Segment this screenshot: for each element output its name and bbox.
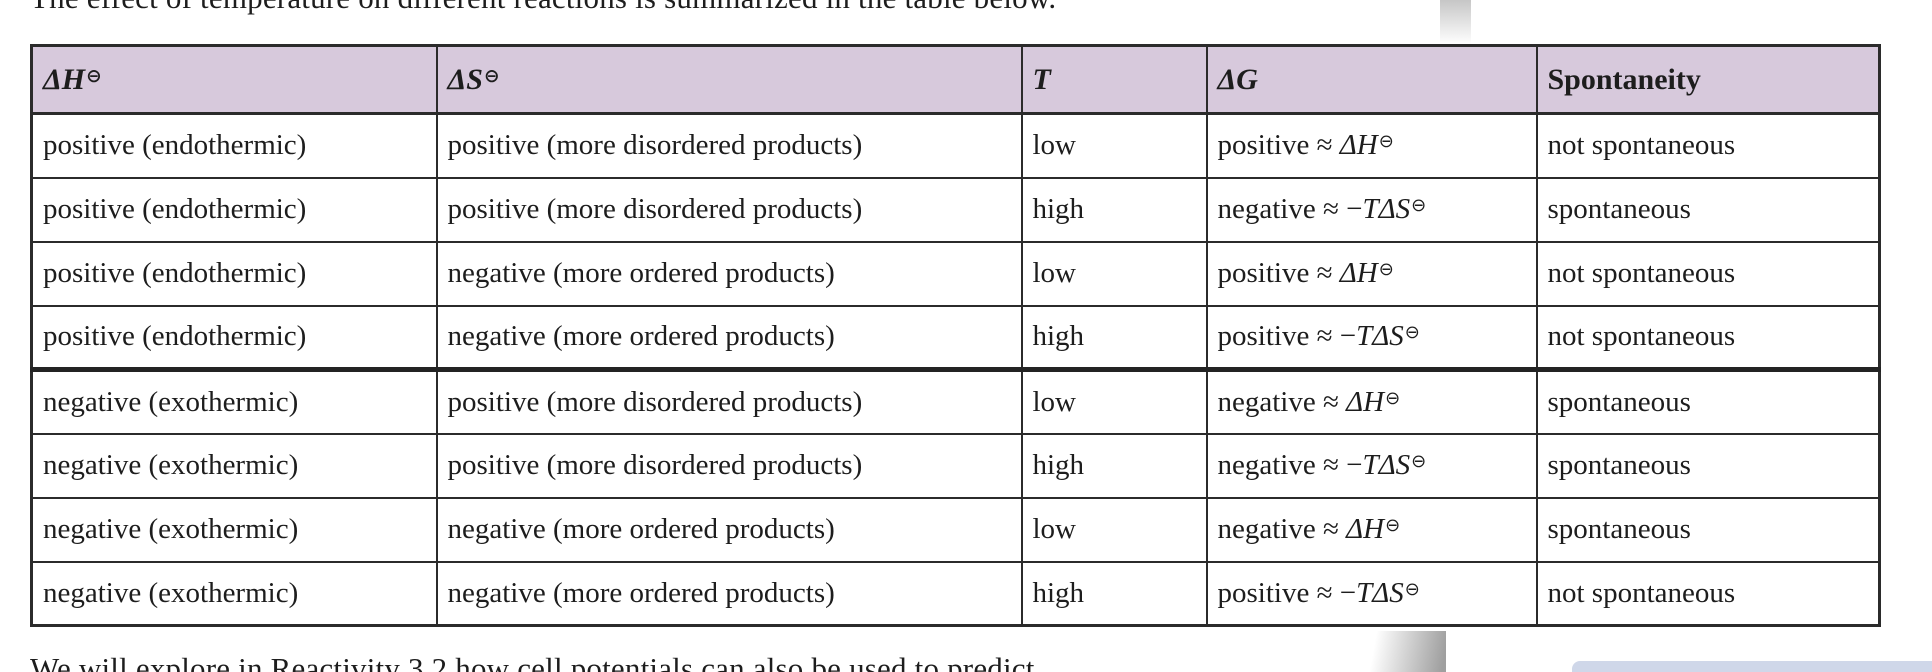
cell-spontaneity: not spontaneous [1535, 304, 1881, 371]
standard-state-icon: ⊖ [1404, 578, 1420, 600]
intro-sentence-cropped: The effect of temperature on different r… [30, 0, 1056, 16]
table-header-row: ΔH⊖ ΔS⊖ T ΔG Spontaneity [30, 44, 1881, 115]
cell-ds: negative (more ordered products) [435, 560, 1023, 627]
cell-dg: negative ≈ ΔH⊖ [1205, 496, 1538, 563]
cell-dg: negative ≈ −TΔS⊖ [1205, 176, 1538, 243]
table-row: positive (endothermic) positive (more di… [30, 112, 1881, 179]
cell-dh: negative (exothermic) [30, 560, 438, 627]
cell-t: high [1020, 176, 1208, 243]
linking-box-top-edge [1572, 661, 1932, 672]
cell-dh: negative (exothermic) [30, 496, 438, 563]
table-row: positive (endothermic) negative (more or… [30, 304, 1881, 371]
cell-dg: negative ≈ ΔH⊖ [1205, 367, 1538, 435]
cell-dh: positive (endothermic) [30, 176, 438, 243]
cell-dh: positive (endothermic) [30, 304, 438, 371]
cell-t: high [1020, 560, 1208, 627]
table-row: positive (endothermic) positive (more di… [30, 176, 1881, 243]
cell-spontaneity: not spontaneous [1535, 240, 1881, 307]
standard-state-icon: ⊖ [484, 65, 500, 87]
cell-dg: positive ≈ ΔH⊖ [1205, 240, 1538, 307]
cell-t: low [1020, 112, 1208, 179]
table-row: negative (exothermic) positive (more dis… [30, 367, 1881, 435]
cell-dg: positive ≈ −TΔS⊖ [1205, 560, 1538, 627]
table-row: negative (exothermic) negative (more ord… [30, 560, 1881, 627]
cell-t: low [1020, 367, 1208, 435]
cell-dh: negative (exothermic) [30, 432, 438, 499]
header-delta-h: ΔH⊖ [30, 44, 438, 115]
standard-state-icon: ⊖ [1411, 451, 1427, 472]
standard-state-icon: ⊖ [86, 65, 102, 87]
standard-state-icon: ⊖ [1385, 387, 1401, 409]
page-scan-shadow-top [1440, 0, 1471, 48]
cell-t: high [1020, 304, 1208, 371]
table-row: negative (exothermic) negative (more ord… [30, 496, 1881, 563]
table-row: positive (endothermic) negative (more or… [30, 240, 1881, 307]
cell-dh: negative (exothermic) [30, 367, 438, 435]
standard-state-icon: ⊖ [1385, 515, 1401, 536]
cell-spontaneity: spontaneous [1535, 496, 1881, 563]
cell-dh: positive (endothermic) [30, 240, 438, 307]
header-delta-s: ΔS⊖ [435, 44, 1023, 115]
cell-dg: positive ≈ −TΔS⊖ [1205, 304, 1538, 371]
cell-dg: positive ≈ ΔH⊖ [1205, 112, 1538, 179]
cell-ds: negative (more ordered products) [435, 496, 1023, 563]
cell-spontaneity: spontaneous [1535, 176, 1881, 243]
cell-dg: negative ≈ −TΔS⊖ [1205, 432, 1538, 499]
cell-dh: positive (endothermic) [30, 112, 438, 179]
cell-spontaneity: spontaneous [1535, 367, 1881, 435]
standard-state-icon: ⊖ [1378, 131, 1394, 153]
standard-state-icon: ⊖ [1404, 322, 1420, 344]
cell-t: high [1020, 432, 1208, 499]
page-scan-shadow-bottom [1368, 631, 1446, 672]
cell-spontaneity: not spontaneous [1535, 560, 1881, 627]
cell-t: low [1020, 496, 1208, 563]
header-delta-g: ΔG [1205, 44, 1538, 115]
cell-ds: positive (more disordered products) [435, 112, 1023, 179]
spontaneity-table: ΔH⊖ ΔS⊖ T ΔG Spontaneity positive (endot… [30, 44, 1881, 627]
cell-ds: negative (more ordered products) [435, 240, 1023, 307]
standard-state-icon: ⊖ [1378, 259, 1394, 280]
cell-t: low [1020, 240, 1208, 307]
header-temperature: T [1020, 44, 1208, 115]
cell-spontaneity: spontaneous [1535, 432, 1881, 499]
cell-spontaneity: not spontaneous [1535, 112, 1881, 179]
header-spontaneity: Spontaneity [1535, 44, 1881, 115]
cell-ds: positive (more disordered products) [435, 367, 1023, 435]
standard-state-icon: ⊖ [1411, 195, 1427, 216]
table-row: negative (exothermic) positive (more dis… [30, 432, 1881, 499]
next-sentence-cropped: We will explore in Reactivity 3.2 how ce… [30, 651, 1035, 672]
cell-ds: negative (more ordered products) [435, 304, 1023, 371]
cell-ds: positive (more disordered products) [435, 432, 1023, 499]
cell-ds: positive (more disordered products) [435, 176, 1023, 243]
